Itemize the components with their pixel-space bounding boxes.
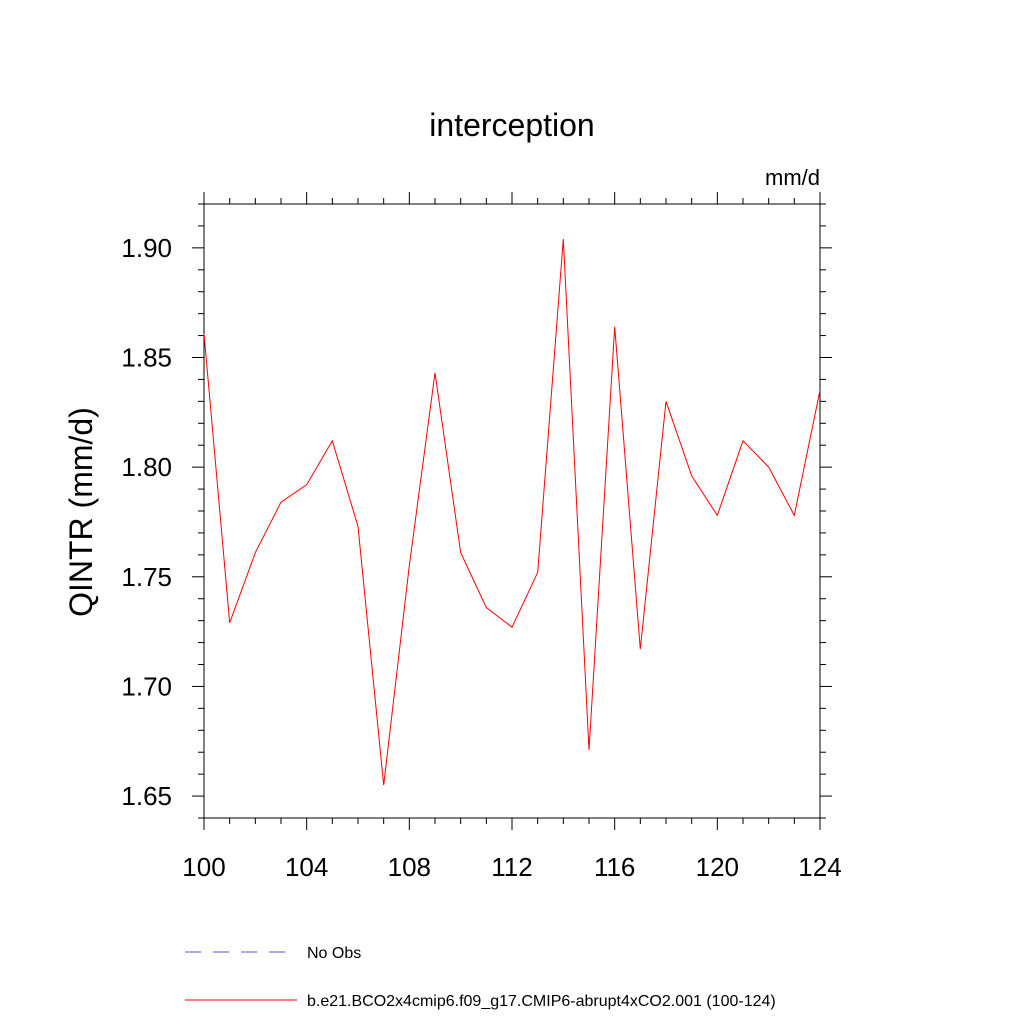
- y-tick-label: 1.80: [121, 452, 172, 482]
- legend-label: No Obs: [307, 945, 361, 962]
- plot-frame: [203, 203, 821, 819]
- plot-area: [203, 239, 821, 786]
- chart-title: interception: [429, 107, 594, 143]
- y-tick-label: 1.65: [121, 781, 172, 811]
- y-tick-label: 1.90: [121, 233, 172, 263]
- x-tick-label: 116: [594, 852, 635, 882]
- legend-label: b.e21.BCO2x4cmip6.f09_g17.CMIP6-abrupt4x…: [307, 993, 776, 1010]
- x-tick-label: 124: [798, 852, 841, 882]
- x-tick-label: 108: [388, 852, 431, 882]
- y-tick-label: 1.75: [121, 562, 172, 592]
- legend: No Obs b.e21.BCO2x4cmip6.f09_g17.CMIP6-ab…: [185, 945, 776, 1010]
- y-tick-label: 1.85: [121, 343, 172, 373]
- y-tick-label: 1.70: [121, 671, 172, 701]
- x-tick-label: 112: [491, 852, 532, 882]
- axes: 100 104 108 112 116 120 124 1.65 1.70 1.75 1.80 1.8…: [121, 192, 842, 882]
- series-line: [203, 239, 821, 786]
- y-axis-label: QINTR (mm/d): [63, 407, 99, 617]
- x-tick-label: 120: [696, 852, 739, 882]
- x-tick-label: 100: [182, 852, 225, 882]
- units-label: mm/d: [765, 165, 820, 190]
- x-tick-label: 104: [285, 852, 328, 882]
